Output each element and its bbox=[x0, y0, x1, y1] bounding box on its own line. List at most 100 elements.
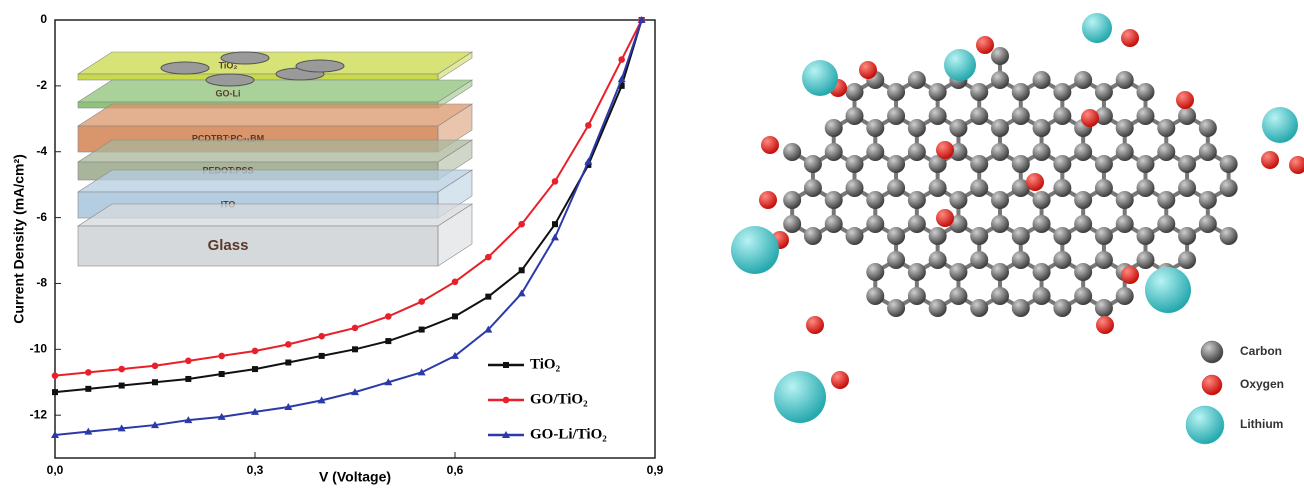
carbon-atom bbox=[1053, 83, 1072, 101]
carbon-atom bbox=[1157, 119, 1176, 137]
oxygen-atom bbox=[759, 191, 777, 209]
marker bbox=[552, 221, 558, 228]
carbon-atom bbox=[783, 191, 802, 209]
marker bbox=[385, 313, 392, 320]
marker bbox=[418, 326, 425, 333]
carbon-atom bbox=[803, 179, 822, 197]
carbon-atom bbox=[907, 263, 926, 281]
carbon-atom bbox=[1157, 143, 1176, 161]
carbon-atom bbox=[991, 215, 1009, 233]
layer-top bbox=[76, 169, 474, 193]
marker bbox=[451, 278, 459, 286]
marker bbox=[218, 352, 225, 360]
carbon-atom bbox=[928, 107, 947, 125]
lithium-atom bbox=[731, 226, 779, 274]
y-tick-label: -8 bbox=[36, 276, 47, 290]
y-tick-label: -10 bbox=[30, 341, 48, 355]
legend-atom bbox=[1200, 340, 1224, 364]
electrode bbox=[295, 59, 345, 73]
layer-label: Glass bbox=[208, 237, 249, 254]
y-tick-label: -6 bbox=[36, 210, 47, 224]
plot-frame bbox=[54, 19, 656, 459]
legend-label: GO/TiO₂ bbox=[530, 391, 588, 407]
marker bbox=[151, 362, 159, 370]
carbon-atom bbox=[1157, 215, 1176, 233]
oxygen-atom bbox=[976, 36, 994, 54]
marker bbox=[118, 365, 125, 373]
marker bbox=[452, 313, 458, 320]
carbon-atom bbox=[1094, 299, 1113, 317]
x-tick-label: 0,9 bbox=[647, 463, 664, 477]
carbon-atom bbox=[1011, 251, 1030, 269]
carbon-atom bbox=[1094, 83, 1113, 101]
y-tick-label: -4 bbox=[36, 144, 47, 158]
marker bbox=[285, 341, 292, 348]
marker bbox=[51, 430, 59, 438]
carbon-atom bbox=[845, 179, 864, 197]
oxygen-atom bbox=[1261, 151, 1279, 169]
lithium-atom bbox=[1082, 13, 1112, 43]
marker bbox=[618, 82, 625, 89]
marker bbox=[151, 421, 159, 429]
marker bbox=[617, 75, 626, 83]
carbon-atom bbox=[1136, 83, 1155, 101]
oxygen-atom bbox=[1081, 109, 1099, 127]
carbon-atom bbox=[991, 71, 1009, 89]
carbon-atom bbox=[970, 227, 989, 245]
carbon-atom bbox=[1115, 287, 1134, 305]
carbon-atom bbox=[949, 215, 968, 233]
legend-label: GO-Li/TiO₂ bbox=[530, 426, 607, 442]
marker bbox=[484, 325, 493, 333]
oxygen-atom bbox=[761, 136, 779, 154]
layer-front bbox=[77, 73, 439, 81]
carbon-atom bbox=[970, 251, 989, 269]
oxygen-atom bbox=[1096, 316, 1114, 334]
electrode bbox=[220, 51, 270, 65]
carbon-atom bbox=[1115, 119, 1134, 137]
carbon-atom bbox=[970, 83, 989, 101]
x-tick-label: 0,6 bbox=[447, 463, 464, 477]
carbon-atom bbox=[824, 119, 843, 137]
carbon-atom bbox=[991, 47, 1009, 65]
carbon-atom bbox=[949, 143, 968, 161]
carbon-atom bbox=[866, 119, 885, 137]
carbon-atom bbox=[991, 287, 1009, 305]
marker bbox=[518, 220, 525, 228]
layer-front bbox=[77, 225, 439, 267]
carbon-atom bbox=[1198, 143, 1217, 161]
marker bbox=[502, 396, 510, 404]
x-tick-label: 0,0 bbox=[47, 463, 64, 477]
lithium-atom bbox=[802, 60, 838, 96]
marker bbox=[285, 359, 292, 366]
carbon-atom bbox=[1136, 155, 1155, 173]
lithium-atom bbox=[774, 371, 826, 423]
marker bbox=[352, 346, 358, 353]
carbon-atom bbox=[1198, 215, 1217, 233]
oxygen-atom bbox=[936, 141, 954, 159]
carbon-atom bbox=[1219, 155, 1238, 173]
legend: TiO₂ GO/TiO₂ GO-Li/TiO₂ bbox=[488, 356, 607, 442]
carbon-atom bbox=[991, 119, 1009, 137]
carbon-atom bbox=[887, 251, 906, 269]
carbon-atom bbox=[1136, 227, 1155, 245]
carbon-atom bbox=[887, 155, 906, 173]
carbon-atom bbox=[949, 191, 968, 209]
marker bbox=[584, 157, 593, 165]
marker bbox=[385, 338, 392, 345]
molecule bbox=[731, 13, 1304, 423]
carbon-atom bbox=[866, 215, 885, 233]
marker bbox=[185, 375, 192, 382]
carbon-atom bbox=[824, 143, 843, 161]
legend-label: Oxygen bbox=[1240, 377, 1284, 391]
carbon-atom bbox=[907, 191, 926, 209]
y-tick-label: -2 bbox=[36, 78, 47, 92]
carbon-atom bbox=[1094, 227, 1113, 245]
marker bbox=[85, 369, 92, 376]
carbon-atom bbox=[1178, 179, 1197, 197]
carbon-atom bbox=[1053, 251, 1072, 269]
marker bbox=[637, 16, 646, 23]
molecule-legend: Carbon Oxygen Lithium bbox=[1185, 340, 1284, 445]
electrode bbox=[205, 73, 255, 87]
layer-side bbox=[437, 203, 473, 267]
